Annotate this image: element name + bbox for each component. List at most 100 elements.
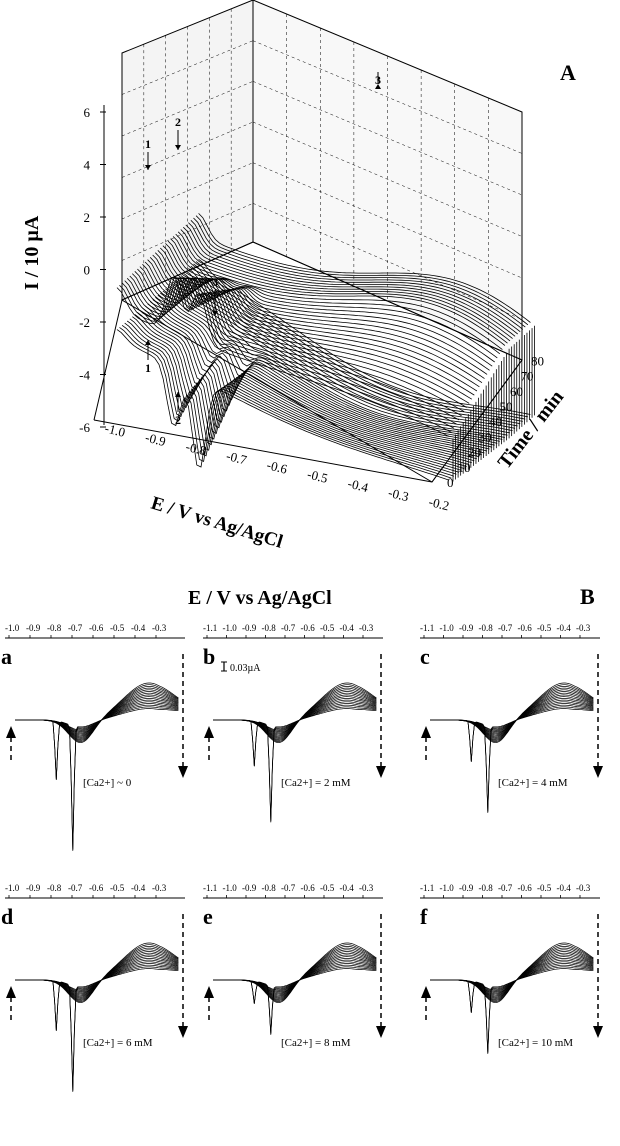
cv-cathodic-trace <box>185 270 518 427</box>
cv-cathodic-trace <box>165 288 498 444</box>
subplot-trace <box>430 692 594 737</box>
peak-arrow-head <box>375 84 381 89</box>
subplot-tick-label: -0.5 <box>537 883 552 893</box>
subplot-trace <box>213 686 377 741</box>
subplot-tick-label: -0.8 <box>479 883 494 893</box>
cv-cathodic-trace <box>183 272 516 429</box>
subplot-trace <box>15 944 179 1002</box>
x-tick-label: -0.3 <box>387 485 411 505</box>
subplot-tick-label: -0.7 <box>498 623 513 633</box>
subplot-trace <box>430 959 594 993</box>
subplot-concentration: [Ca2+] = 4 mM <box>498 777 568 789</box>
subplot-trace <box>213 944 377 1002</box>
subplot-tick-label: -0.4 <box>131 883 146 893</box>
subplot-trace <box>213 968 377 1034</box>
subplot-trace <box>15 959 179 993</box>
subplot-tick-label: -0.9 <box>26 623 41 633</box>
subplot-trace <box>213 952 377 997</box>
subplot-tick-label: -0.8 <box>479 623 494 633</box>
subplot-trace <box>15 686 179 741</box>
arrow-head-down <box>376 766 386 778</box>
subplot-trace-group <box>15 942 179 1092</box>
cv-anodic-trace <box>124 277 457 425</box>
cv-cathodic-trace <box>177 277 511 434</box>
subplot-trace <box>430 947 594 1000</box>
peak-label: 1 <box>145 137 151 151</box>
cv-cathodic-trace <box>116 329 449 481</box>
subplot-tick-label: -0.9 <box>242 883 257 893</box>
cv-cathodic-trace <box>175 279 508 436</box>
cv-anodic-trace <box>175 233 508 344</box>
cv-cathodic-trace <box>147 303 480 458</box>
peak-arrow-head <box>212 311 218 316</box>
x-tick-label: -0.6 <box>265 457 289 477</box>
cv-cathodic-trace <box>190 265 523 422</box>
subplot-letter: d <box>1 904 13 929</box>
cv-anodic-trace <box>149 257 483 384</box>
x-tick-label: -1.0 <box>103 420 127 440</box>
cv-anodic-trace <box>190 220 524 330</box>
z-tick-label: -4 <box>79 368 90 383</box>
cv-cathodic-trace <box>160 292 493 448</box>
cv-cathodic-trace <box>152 299 485 454</box>
cv-anodic-trace <box>134 271 467 408</box>
cv-cathodic-trace <box>149 301 483 456</box>
cv-cathodic-trace <box>198 258 531 415</box>
peak-label: 2 <box>175 115 181 129</box>
subplot-trace <box>213 692 377 737</box>
subplot-concentration: [Ca2+] = 6 mM <box>83 1037 153 1049</box>
subplot-e: -1.1 -1.0 -0.9 -0.8 -0.7 -0.6 -0.5 -0.4 -0.3 e [Ca… <box>203 883 386 1049</box>
subplot-tick-label: -1.1 <box>203 623 217 633</box>
subplot-tick-label: -1.0 <box>5 623 20 633</box>
subplot-trace <box>430 682 594 743</box>
cv-anodic-trace <box>183 226 516 337</box>
peak-label: 1 <box>145 361 151 375</box>
subplot-trace <box>430 952 594 997</box>
cv-cathodic-trace <box>124 322 457 475</box>
cv-cathodic-trace <box>137 312 470 465</box>
cv-cathodic-trace <box>142 307 475 462</box>
cv-anodic-trace <box>193 217 526 328</box>
arrow-head-up <box>204 986 214 998</box>
subplot-c: -1.1 -1.0 -0.9 -0.8 -0.7 -0.6 -0.5 -0.4 -0.3 c [Ca… <box>420 623 603 813</box>
x-tick-label: -0.7 <box>225 448 249 468</box>
x-tick-label: -0.2 <box>427 494 451 514</box>
subplot-letter: f <box>420 904 428 929</box>
subplot-concentration: [Ca2+] = 2 mM <box>281 777 351 789</box>
x-tick-label: -0.4 <box>346 476 370 496</box>
panel-b-label: B <box>580 584 595 609</box>
cv-cathodic-trace <box>129 318 462 471</box>
arrow-head-up <box>6 986 16 998</box>
scale-bar-label: 0.03µA <box>230 663 261 674</box>
cv-cathodic-trace <box>126 320 460 473</box>
cv-cathodic-trace <box>144 305 478 460</box>
subplot-tick-label: -0.3 <box>359 883 374 893</box>
cv-cathodic-trace <box>188 268 521 425</box>
subplot-tick-label: -1.0 <box>223 883 238 893</box>
cv-cathodic-trace <box>162 290 495 446</box>
subplot-tick-label: -1.1 <box>420 623 434 633</box>
peak-label: 3 <box>375 73 381 87</box>
cv-anodic-trace <box>195 215 529 326</box>
subplot-trace-group <box>213 682 377 823</box>
arrow-head-up <box>421 986 431 998</box>
cv-anodic-trace <box>144 261 478 392</box>
subplot-letter: b <box>203 644 215 669</box>
arrow-head-down <box>593 1026 603 1038</box>
subplot-tick-label: -0.8 <box>47 883 62 893</box>
cv-anodic-trace <box>185 224 518 335</box>
subplot-trace <box>15 954 179 996</box>
peak-label: 2 <box>175 413 181 427</box>
subplot-trace <box>430 946 594 1001</box>
cv-anodic-trace <box>137 268 470 404</box>
subplot-trace <box>213 682 377 743</box>
subplot-trace <box>213 946 377 1001</box>
subplot-trace <box>430 691 594 738</box>
subplot-tick-label: -1.0 <box>440 883 455 893</box>
arrow-head-up <box>204 726 214 738</box>
subplot-tick-label: -0.5 <box>320 623 335 633</box>
floor-edge-left <box>93 299 123 421</box>
subplot-b: -1.1 -1.0 -0.9 -0.8 -0.7 -0.6 -0.5 -0.4 -0.3 b [Ca… <box>203 623 386 823</box>
peak-arrow-head <box>175 392 181 397</box>
